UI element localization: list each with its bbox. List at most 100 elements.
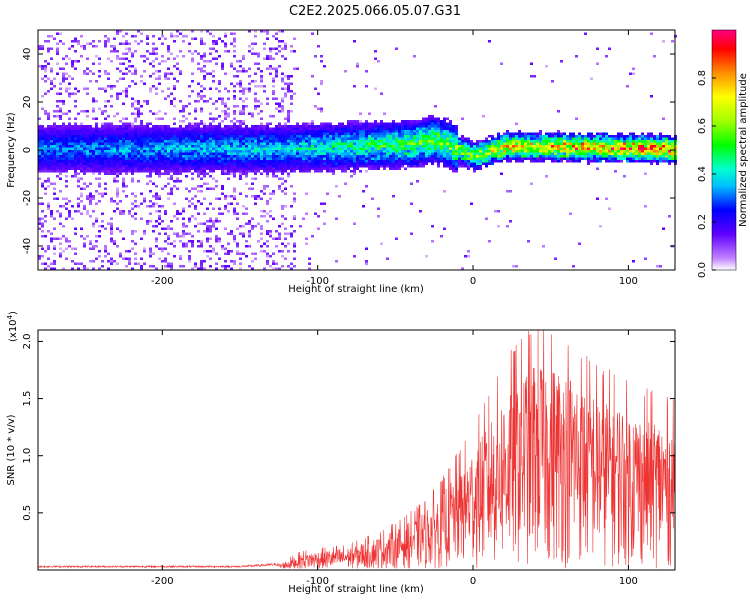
spectrogram-cell <box>101 170 104 173</box>
spectrogram-cell <box>71 217 74 220</box>
spectrogram-cell <box>581 145 584 148</box>
spectrogram-cell <box>320 137 323 140</box>
spectrogram-cell <box>287 137 290 140</box>
spectrogram-cell <box>173 57 176 60</box>
spectrogram-cell <box>275 230 278 233</box>
spectrogram-cell <box>203 87 206 90</box>
spectrogram-cell <box>242 142 245 145</box>
spectrogram-cell <box>254 132 257 135</box>
spectrogram-cell <box>41 140 44 143</box>
spectrogram-cell <box>209 97 212 100</box>
spectrogram-cell <box>548 152 551 155</box>
spectrogram-cell <box>47 145 50 148</box>
spectrogram-cell <box>503 155 506 158</box>
spectrogram-cell <box>173 147 176 150</box>
spectrogram-cell <box>272 35 275 38</box>
spectrogram-cell <box>125 47 128 50</box>
spectrogram-cell <box>431 135 434 138</box>
spectrogram-cell <box>308 167 311 170</box>
spectrogram-cell <box>86 140 89 143</box>
spectrogram-cell <box>176 180 179 183</box>
spectrogram-cell <box>230 202 233 205</box>
spectrogram-cell <box>602 142 605 145</box>
spectrogram-cell <box>50 237 53 240</box>
spectrogram-cell <box>563 135 566 138</box>
spectrogram-cell <box>260 137 263 140</box>
spectrogram-cell <box>485 145 488 148</box>
spectrogram-cell <box>107 127 110 130</box>
spectrogram-cell <box>116 172 119 175</box>
spectrogram-cell <box>140 162 143 165</box>
spectrogram-cell <box>176 150 179 153</box>
spectrogram-cell <box>278 235 281 238</box>
spectrogram-cell <box>191 80 194 83</box>
spectrogram-cell <box>260 155 263 158</box>
spectrogram-cell <box>434 157 437 160</box>
spectrogram-cell <box>434 140 437 143</box>
spectrogram-cell <box>182 110 185 113</box>
spectrogram-cell <box>248 157 251 160</box>
spectrogram-cell <box>239 160 242 163</box>
spectrogram-cell <box>107 167 110 170</box>
spectrogram-cell <box>134 135 137 138</box>
spectrogram-cell <box>260 165 263 168</box>
spectrogram-cell <box>239 150 242 153</box>
spectrogram-cell <box>521 135 524 138</box>
spectrogram-cell <box>479 162 482 165</box>
spectrogram-cell <box>278 135 281 138</box>
spectrogram-cell <box>470 157 473 160</box>
spectrogram-cell <box>146 162 149 165</box>
spectrogram-cell <box>176 217 179 220</box>
spectrogram-cell <box>278 187 281 190</box>
spectrogram-cell <box>431 120 434 123</box>
spectrogram-cell <box>137 142 140 145</box>
spectrogram-cell <box>476 165 479 168</box>
spectrogram-cell <box>65 247 68 250</box>
spectrogram-cell <box>65 157 68 160</box>
spectrogram-cell <box>185 147 188 150</box>
spectrogram-cell <box>284 82 287 85</box>
spectrogram-cell <box>404 150 407 153</box>
spectrogram-cell <box>353 170 356 173</box>
spectrogram-cell <box>209 227 212 230</box>
spectrogram-cell <box>260 190 263 193</box>
spectrogram-cell <box>80 110 83 113</box>
spectrogram-cell <box>209 170 212 173</box>
spectrogram-cell <box>449 165 452 168</box>
spectrogram-cell <box>155 220 158 223</box>
spectrogram-cell <box>266 155 269 158</box>
spectrogram-cell <box>38 142 41 145</box>
spectrogram-cell <box>155 195 158 198</box>
spectrogram-cell <box>86 87 89 90</box>
spectrogram-cell <box>374 122 377 125</box>
spectrogram-cell <box>113 142 116 145</box>
spectrogram-cell <box>203 157 206 160</box>
spectrogram-cell <box>620 160 623 163</box>
spectrogram-cell <box>77 140 80 143</box>
spectrogram-cell <box>221 150 224 153</box>
spectrogram-cell <box>590 132 593 135</box>
spectrogram-cell <box>269 135 272 138</box>
spectrogram-cell <box>218 150 221 153</box>
spectrogram-cell <box>140 160 143 163</box>
spectrogram-cell <box>266 145 269 148</box>
spectrogram-cell <box>290 170 293 173</box>
spectrogram-cell <box>47 35 50 38</box>
spectrogram-cell <box>515 160 518 163</box>
spectrogram-cell <box>53 197 56 200</box>
spectrogram-cell <box>137 155 140 158</box>
spectrogram-cell <box>365 262 368 265</box>
spectrogram-cell <box>413 120 416 123</box>
spectrogram-cell <box>245 142 248 145</box>
spectrogram-cell <box>533 135 536 138</box>
spectrogram-cell <box>74 210 77 213</box>
spectrogram-cell <box>269 197 272 200</box>
spectrogram-cell <box>257 165 260 168</box>
spectrogram-cell <box>290 235 293 238</box>
spectrogram-cell <box>236 60 239 63</box>
spectrogram-cell <box>473 170 476 173</box>
spectrogram-cell <box>323 167 326 170</box>
spectrogram-cell <box>272 135 275 138</box>
spectrogram-cell <box>230 172 233 175</box>
spectrogram-cell <box>449 137 452 140</box>
